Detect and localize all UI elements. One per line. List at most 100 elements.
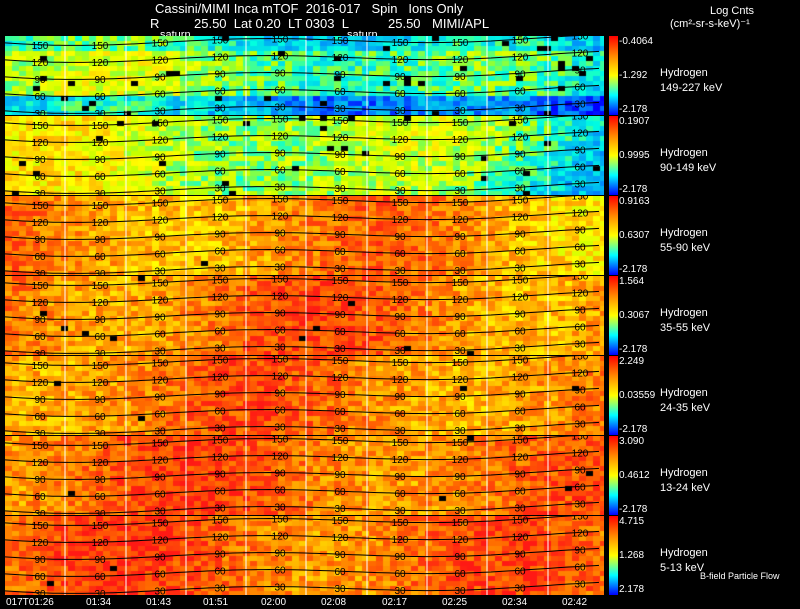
contour-label: 60 <box>514 486 526 497</box>
contour-label: 120 <box>272 132 289 143</box>
energy-range: 24-35 keV <box>660 402 711 414</box>
contour-label: 90 <box>394 72 406 83</box>
contour-label: 30 <box>94 509 106 515</box>
energy-range: 35-55 keV <box>660 322 711 334</box>
spectrogram-panel: 150 150 150 150 150 150 150 150 150 150 120 120 120 1… <box>5 356 618 435</box>
x-tick-label: 01:43 <box>146 597 172 608</box>
contour-label: 60 <box>214 167 226 178</box>
contour-label: 90 <box>454 392 466 403</box>
contour-label: 30 <box>274 583 286 594</box>
contour-label: 60 <box>454 169 466 180</box>
pitch-angle-contour <box>5 387 600 400</box>
contour-label: 150 <box>452 118 469 129</box>
contour-label: 90 <box>394 152 406 163</box>
contour-label: 120 <box>572 528 589 539</box>
pitch-angle-contour <box>5 67 600 80</box>
contour-label: 120 <box>152 296 169 307</box>
contour-label: 60 <box>214 247 226 258</box>
contour-label: 90 <box>334 150 346 161</box>
contour-label: 150 <box>152 279 169 290</box>
contour-label: 120 <box>512 452 529 463</box>
contour-label: 30 <box>154 347 166 356</box>
contour-label: 60 <box>574 162 586 173</box>
pitch-angle-contour <box>5 244 600 257</box>
contour-label: 150 <box>32 441 49 452</box>
contour-label: 60 <box>214 407 226 418</box>
contour-label: 60 <box>514 246 526 257</box>
pitch-angle-contour <box>5 450 600 463</box>
contour-label: 30 <box>214 264 226 275</box>
contour-label: 150 <box>152 519 169 530</box>
contour-label: 120 <box>512 52 529 63</box>
species-name: Hydrogen <box>660 307 708 319</box>
pitch-angle-contour <box>5 164 600 177</box>
spectrogram-heatmap <box>5 196 604 275</box>
colorbar-mid-label: 0.3067 <box>619 310 650 321</box>
contour-label: 120 <box>572 48 589 59</box>
contour-label: 60 <box>334 407 346 418</box>
contour-label: 90 <box>214 550 226 561</box>
contour-label: 30 <box>94 269 106 275</box>
contour-label: 150 <box>332 276 349 287</box>
contour-label: 150 <box>572 276 589 282</box>
contour-label: 120 <box>32 218 49 229</box>
contour-label: 120 <box>152 536 169 547</box>
contour-label: 30 <box>334 424 346 435</box>
contour-label: 120 <box>272 532 289 543</box>
contour-label: 30 <box>394 586 406 595</box>
colorbar-min-label: -2.178 <box>619 264 648 275</box>
contour-label: 30 <box>274 183 286 194</box>
contour-label: 150 <box>452 518 469 529</box>
contour-label: 30 <box>394 346 406 355</box>
contour-label: 60 <box>154 410 166 421</box>
contour-label: 120 <box>152 376 169 387</box>
contour-label: 60 <box>394 409 406 420</box>
pitch-angle-contour <box>5 261 600 274</box>
contour-label: 120 <box>92 218 109 229</box>
contour-label: 90 <box>334 390 346 401</box>
contour-label: 90 <box>574 465 586 476</box>
contour-label: 30 <box>34 189 46 195</box>
contour-label: 90 <box>214 150 226 161</box>
contour-label: 30 <box>514 263 526 274</box>
contour-label: 120 <box>92 538 109 549</box>
contour-label: 120 <box>452 215 469 226</box>
panel-species-label: Hydrogen 13-24 keV <box>660 466 710 496</box>
contour-label: 30 <box>454 506 466 515</box>
contour-label: 90 <box>274 229 286 240</box>
contour-label: 120 <box>512 532 529 543</box>
contour-label: 60 <box>34 92 46 103</box>
spectrogram-panel: 150 150 150 150 150 150 150 150 150 150 120 120 120 1… <box>5 436 618 515</box>
contour-label: 30 <box>214 504 226 515</box>
contour-label: 60 <box>274 166 286 177</box>
contour-label: 30 <box>34 269 46 275</box>
contour-label: 90 <box>214 470 226 481</box>
energy-range: 13-24 keV <box>660 482 711 494</box>
contour-label: 120 <box>332 293 349 304</box>
contour-label: 60 <box>574 242 586 253</box>
contour-label: 60 <box>334 247 346 258</box>
contour-label: 60 <box>394 249 406 260</box>
contour-label: 30 <box>454 426 466 435</box>
contour-label: 120 <box>212 213 229 224</box>
contour-label: 30 <box>274 343 286 354</box>
contour-label: 60 <box>94 252 106 263</box>
contour-label: 150 <box>92 41 109 52</box>
contour-label: 150 <box>272 436 289 446</box>
contour-label: 120 <box>392 295 409 306</box>
contour-label: 60 <box>34 492 46 503</box>
contour-label: 30 <box>394 266 406 275</box>
contour-label: 30 <box>574 499 586 510</box>
pitch-angle-contour <box>5 436 579 446</box>
contour-label: 150 <box>92 281 109 292</box>
contour-label: 150 <box>452 438 469 449</box>
spectrogram-heatmap <box>5 436 604 515</box>
contour-label: 60 <box>274 246 286 257</box>
contour-label: 60 <box>334 567 346 578</box>
x-tick-label: 02:34 <box>502 597 528 608</box>
contour-label: 30 <box>574 419 586 430</box>
contour-label: 150 <box>332 356 349 367</box>
contour-label: 150 <box>512 436 529 446</box>
energy-range: 55-90 keV <box>660 242 711 254</box>
contour-label: 150 <box>272 516 289 526</box>
